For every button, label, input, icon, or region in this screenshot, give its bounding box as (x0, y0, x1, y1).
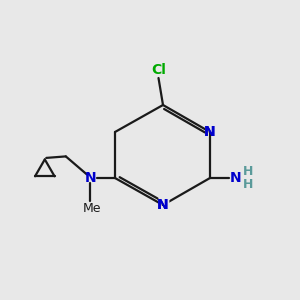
Text: Me: Me (83, 202, 101, 214)
Text: N: N (204, 125, 216, 139)
Text: Cl: Cl (151, 64, 166, 77)
Text: N: N (156, 196, 170, 214)
Text: N: N (157, 198, 169, 212)
Text: N: N (230, 171, 241, 185)
Text: N: N (204, 125, 216, 139)
Text: H: H (243, 178, 253, 191)
Text: N: N (157, 198, 169, 212)
Text: H: H (243, 165, 253, 178)
Text: N: N (203, 123, 217, 141)
Text: N: N (85, 171, 96, 185)
